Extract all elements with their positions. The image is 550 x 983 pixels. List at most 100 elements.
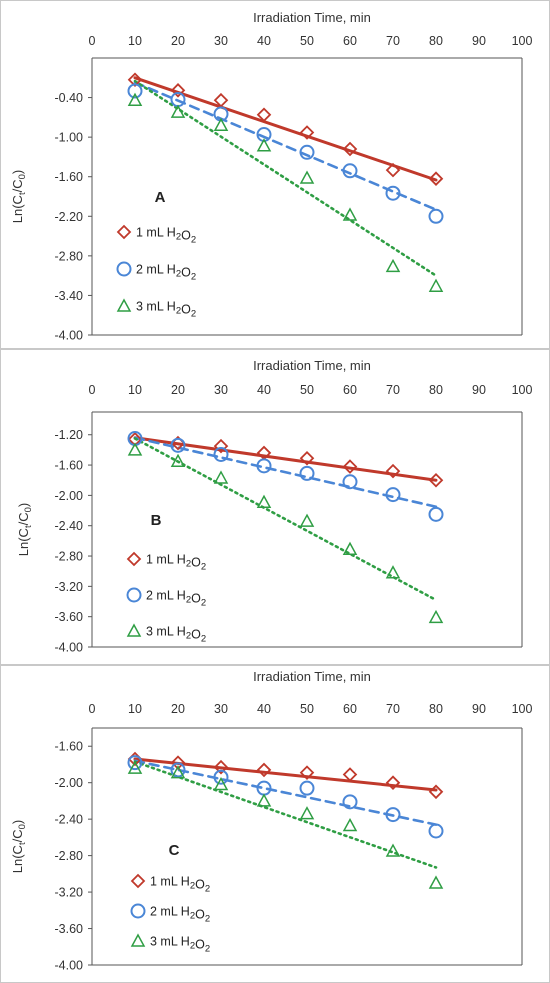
legend-label: 2 mL H2O2 — [146, 589, 206, 609]
x-tick-label: 90 — [472, 702, 486, 716]
data-point — [170, 453, 186, 468]
x-tick-label: 70 — [386, 383, 400, 397]
data-point — [385, 463, 401, 479]
x-tick-label: 30 — [214, 702, 228, 716]
legend-label: 2 mL H2O2 — [150, 905, 210, 925]
legend-marker — [116, 224, 132, 240]
data-point — [385, 185, 401, 201]
series-1-markers — [127, 751, 444, 800]
y-tick-label: -2.40 — [55, 519, 84, 533]
chart-b-svg: Irradiation Time, min 0 10 20 30 40 50 60 70 80 90… — [0, 349, 550, 665]
y-tick-label: -3.60 — [55, 922, 84, 936]
data-point — [342, 794, 358, 810]
data-point — [299, 765, 315, 780]
legend-marker — [130, 903, 146, 919]
series-3-markers — [127, 442, 444, 624]
x-tick-label: 70 — [386, 34, 400, 48]
data-point — [127, 83, 143, 99]
x-tick-label: 40 — [257, 383, 271, 397]
y-tick-label: -4.00 — [55, 329, 84, 343]
series-3-markers — [127, 760, 444, 889]
series-3-markers — [127, 92, 444, 292]
x-tick-label: 10 — [128, 34, 142, 48]
x-tick-label: 80 — [429, 34, 443, 48]
y-tick-label: -2.80 — [55, 550, 84, 564]
x-tick-label: 20 — [171, 702, 185, 716]
data-point — [385, 258, 401, 273]
y-tick-label: -1.60 — [55, 459, 84, 473]
series-2-markers — [127, 431, 444, 522]
x-tick-label: 20 — [171, 383, 185, 397]
data-point — [299, 144, 315, 160]
y-axis-title: Ln(Ct/C0) — [10, 170, 28, 223]
series-1-markers — [127, 72, 444, 186]
data-point — [213, 470, 229, 484]
legend-marker — [130, 933, 146, 947]
legend-marker — [126, 623, 142, 637]
data-point — [428, 784, 444, 800]
data-point — [342, 141, 358, 157]
x-tick-label: 20 — [171, 34, 185, 48]
data-point — [256, 762, 272, 778]
data-point — [127, 92, 143, 106]
x-tick-label: 0 — [89, 383, 96, 397]
x-tick-label: 70 — [386, 702, 400, 716]
x-tick-label: 100 — [512, 34, 533, 48]
fit-line-series-1 — [133, 76, 438, 182]
data-point — [428, 609, 444, 624]
x-tick-label: 60 — [343, 34, 357, 48]
y-tick-label: -3.40 — [55, 289, 84, 303]
legend-label: 1 mL H2O2 — [150, 875, 210, 895]
data-point — [299, 513, 315, 527]
legend-label: 3 mL H2O2 — [136, 300, 196, 320]
legend-label: 3 mL H2O2 — [150, 935, 210, 955]
data-point — [299, 780, 315, 796]
legend-label: 1 mL H2O2 — [136, 226, 196, 246]
legend-label: 2 mL H2O2 — [136, 263, 196, 283]
data-point — [428, 823, 444, 839]
legend-marker — [126, 551, 142, 567]
data-point — [385, 775, 401, 790]
y-tick-label: -1.60 — [55, 170, 84, 184]
data-point — [127, 442, 143, 456]
x-tick-label: 40 — [257, 34, 271, 48]
data-point — [256, 494, 272, 508]
fit-line-series-3 — [133, 760, 438, 869]
data-point — [170, 437, 186, 453]
data-point — [385, 487, 401, 503]
data-point — [428, 208, 444, 224]
x-tick-label: 40 — [257, 702, 271, 716]
data-point — [342, 163, 358, 179]
data-point — [299, 806, 315, 820]
y-tick-label: -3.20 — [55, 580, 84, 594]
data-point — [342, 474, 358, 490]
x-tick-label: 0 — [89, 34, 96, 48]
x-tick-label: 100 — [512, 702, 533, 716]
y-tick-label: -0.40 — [55, 91, 84, 105]
x-tick-label: 50 — [300, 702, 314, 716]
data-point — [299, 170, 315, 184]
data-point — [213, 92, 229, 108]
data-point — [170, 104, 186, 118]
x-tick-label: 100 — [512, 383, 533, 397]
data-point — [256, 458, 272, 474]
x-axis-title: Irradiation Time, min — [253, 669, 371, 684]
panel-label: A — [155, 189, 166, 206]
data-point — [127, 760, 143, 774]
data-point — [428, 875, 444, 889]
y-tick-label: -1.00 — [55, 131, 84, 145]
x-tick-label: 30 — [214, 34, 228, 48]
data-point — [213, 438, 229, 454]
data-point — [385, 565, 401, 579]
data-point — [213, 776, 229, 791]
x-tick-label: 80 — [429, 383, 443, 397]
legend-label: 3 mL H2O2 — [146, 625, 206, 645]
y-tick-label: -4.00 — [55, 959, 84, 973]
data-point — [170, 755, 186, 770]
chart-panel-a: Irradiation Time, min 0 10 20 30 40 50 60 70 80 90… — [0, 0, 550, 349]
data-point — [213, 117, 229, 132]
legend-marker — [116, 261, 132, 277]
fit-line-series-3 — [133, 79, 438, 277]
y-tick-label: -2.40 — [55, 813, 84, 827]
chart-a-svg: Irradiation Time, min 0 10 20 30 40 50 60 70 80 90… — [0, 0, 550, 349]
